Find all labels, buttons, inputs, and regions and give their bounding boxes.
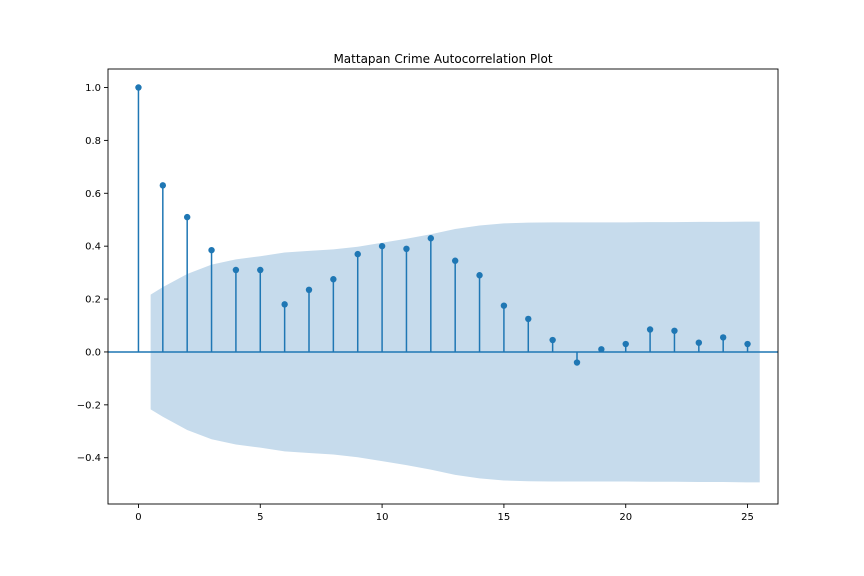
- x-tick-label: 20: [619, 512, 632, 523]
- stem-marker: [500, 302, 508, 309]
- stem-marker: [135, 84, 142, 91]
- stem-marker: [476, 272, 483, 279]
- plot-frame: [107, 68, 779, 505]
- stem-marker: [598, 346, 605, 353]
- stem-marker: [573, 359, 581, 366]
- stem-marker: [183, 213, 191, 221]
- stem-marker: [330, 276, 337, 283]
- y-tick-label: −0.2: [77, 400, 101, 411]
- stem-marker: [354, 250, 361, 258]
- x-tick-label: 25: [741, 512, 754, 523]
- stem-marker: [159, 182, 167, 189]
- stem-marker: [646, 326, 654, 333]
- stem-marker: [719, 334, 727, 341]
- stem-marker: [525, 315, 532, 323]
- stem-marker: [281, 301, 288, 308]
- y-tick-label: −0.4: [77, 453, 101, 464]
- stem-marker: [232, 266, 240, 274]
- stem-marker: [671, 327, 678, 334]
- stem-marker: [378, 242, 386, 250]
- stem-marker: [403, 245, 410, 253]
- stem-marker: [427, 235, 435, 242]
- stem-marker: [305, 286, 313, 294]
- x-tick-label: 5: [257, 512, 263, 523]
- stem-marker: [208, 246, 215, 254]
- y-tick-label: 0.8: [85, 136, 101, 147]
- x-tick-label: 15: [498, 512, 511, 523]
- y-tick-label: 0.0: [85, 347, 101, 358]
- stem-marker: [622, 340, 629, 348]
- y-tick-label: 0.4: [85, 242, 101, 253]
- stem-marker: [451, 257, 459, 264]
- y-tick-label: 1.0: [85, 83, 101, 94]
- stem-marker: [695, 339, 703, 346]
- x-tick-label: 0: [135, 512, 141, 523]
- plot-area: 0 5 10 15 20 25 −0.4 −0.2 0.0 0.2 0.4 0.6 0.8 1.0: [77, 68, 779, 523]
- y-tick-label: 0.6: [85, 189, 101, 200]
- chart-title: Mattapan Crime Autocorrelation Plot: [333, 52, 552, 66]
- stem-marker: [744, 340, 751, 348]
- y-tick-label: 0.2: [85, 295, 101, 306]
- stem-marker: [549, 336, 556, 344]
- stem-marker: [257, 266, 264, 274]
- x-tick-label: 10: [376, 512, 389, 523]
